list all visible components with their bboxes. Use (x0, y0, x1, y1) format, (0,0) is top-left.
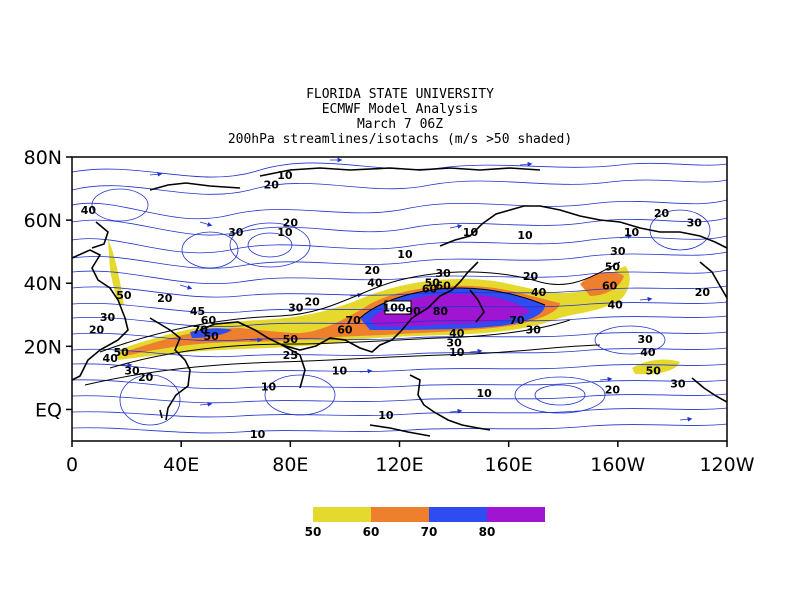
contour-label: 30 (124, 365, 140, 378)
contour-label: 40 (449, 327, 465, 340)
contour-label: 50 (204, 330, 220, 343)
legend-swatch (313, 507, 371, 522)
y-tick-label: 20N (24, 336, 62, 358)
contour-label: 30 (436, 267, 452, 280)
contour-label: 45 (190, 305, 205, 318)
contour-label: 20 (157, 292, 173, 305)
streamlines (72, 162, 727, 434)
contour-label: 60 (422, 283, 438, 296)
contour-label: 40 (607, 298, 623, 311)
contour-label: 10 (261, 381, 277, 394)
x-tick-label: 80E (272, 454, 308, 476)
streamline-arrows (120, 157, 693, 422)
contour-label: 10 (277, 169, 293, 182)
x-tick-label: 0 (66, 454, 78, 476)
contour-label: 10 (277, 226, 293, 239)
shade-70-b (190, 328, 232, 338)
y-tick-label: 80N (24, 147, 62, 169)
y-axis: 80N 60N 40N 20N EQ (24, 147, 72, 421)
contour-label: 70 (345, 314, 361, 327)
contour-label: 40 (81, 204, 97, 217)
legend-label: 60 (363, 525, 380, 539)
contour-label: 10 (476, 387, 492, 400)
title-line-4: 200hPa streamlines/isotachs (m/s >50 sha… (227, 132, 573, 147)
color-legend: 50 60 70 80 (305, 507, 545, 539)
contour-label: 70 (193, 324, 209, 337)
contour-label: 30 (687, 216, 703, 229)
title-line-2: ECMWF Model Analysis (321, 102, 479, 117)
contour-label: 100 (383, 302, 406, 315)
contour-label: 20 (264, 179, 280, 192)
contour-label: 90 (405, 305, 421, 318)
contour-label: 20 (605, 384, 621, 397)
x-tick-label: 40E (163, 454, 199, 476)
contour-label: 20 (654, 207, 670, 220)
contour-label: 50 (605, 261, 621, 274)
x-tick-label: 120E (375, 454, 423, 476)
contour-label: 40 (103, 352, 119, 365)
x-tick-label: 120W (699, 454, 754, 476)
contour-label: 50 (113, 346, 129, 359)
y-tick-label: 40N (24, 273, 62, 295)
coastlines (72, 167, 727, 437)
contour-label: 60 (436, 280, 452, 293)
contour-label: 20 (365, 264, 381, 277)
y-tick-label: EQ (35, 399, 62, 421)
contour-label: 50 (646, 365, 662, 378)
contour-label: 30 (637, 333, 653, 346)
x-tick-label: 160E (485, 454, 533, 476)
shade-50-b (632, 359, 680, 375)
contour-label: 40 (367, 276, 383, 289)
contour-label: 40 (531, 286, 547, 299)
contour-label: 70 (509, 314, 525, 327)
contour-label: 10 (517, 229, 533, 242)
contour-label: 80 (433, 305, 449, 318)
max-box (384, 300, 412, 315)
contour-label: 30 (228, 226, 244, 239)
legend-swatch (487, 507, 545, 522)
contour-label: 10 (463, 226, 479, 239)
title-line-1: FLORIDA STATE UNIVERSITY (306, 87, 494, 102)
title-line-3: March 7 06Z (356, 117, 444, 132)
contour-label: 20 (305, 295, 321, 308)
isotach-contours (84, 261, 621, 386)
contour-label: 50 (425, 276, 441, 289)
legend-swatch (371, 507, 429, 522)
legend-label: 80 (479, 525, 496, 539)
legend-label: 50 (305, 525, 322, 539)
contour-label: 30 (670, 377, 686, 390)
contour-label: 10 (449, 346, 465, 359)
contour-label: 40 (640, 346, 656, 359)
x-tick-label: 160W (590, 454, 645, 476)
legend-label: 70 (421, 525, 438, 539)
contour-label: 10 (250, 428, 266, 441)
contour-label: 20 (89, 324, 105, 337)
contour-label: 60 (337, 324, 353, 337)
contour-label: 30 (526, 324, 542, 337)
contour-label: 20 (523, 270, 539, 283)
contour-label: 10 (378, 409, 394, 422)
y-tick-label: 60N (24, 210, 62, 232)
legend-swatch (429, 507, 487, 522)
contour-label: 50 (283, 333, 299, 346)
contour-label: 20 (283, 216, 299, 229)
contour-label: 10 (332, 365, 348, 378)
contour-label: 20 (138, 371, 154, 384)
contour-label: 30 (446, 336, 462, 349)
contour-label: 60 (201, 314, 217, 327)
contour-label: 30 (100, 311, 116, 324)
contour-label: 30 (288, 302, 304, 315)
contour-label: 25 (283, 349, 298, 362)
contour-label: 30 (610, 245, 626, 258)
contour-label: 10 (397, 248, 413, 261)
contour-label: 20 (695, 286, 711, 299)
contour-label: 50 (116, 289, 132, 302)
contour-label: 60 (602, 280, 618, 293)
contour-label: 10 (624, 226, 640, 239)
x-axis: 0 40E 80E 120E 160E 160W 120W (66, 441, 755, 476)
